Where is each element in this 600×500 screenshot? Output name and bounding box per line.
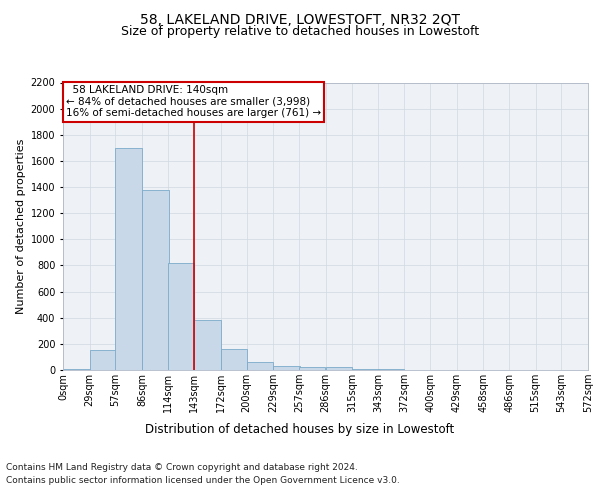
- Y-axis label: Number of detached properties: Number of detached properties: [16, 138, 26, 314]
- Bar: [247, 362, 273, 370]
- Bar: [167, 263, 194, 370]
- Bar: [115, 148, 142, 370]
- Text: Contains HM Land Registry data © Crown copyright and database right 2024.: Contains HM Land Registry data © Crown c…: [6, 462, 358, 471]
- Text: Distribution of detached houses by size in Lowestoft: Distribution of detached houses by size …: [145, 422, 455, 436]
- Bar: [221, 349, 247, 370]
- Bar: [142, 190, 169, 370]
- Text: 58, LAKELAND DRIVE, LOWESTOFT, NR32 2QT: 58, LAKELAND DRIVE, LOWESTOFT, NR32 2QT: [140, 12, 460, 26]
- Bar: [63, 368, 89, 370]
- Text: Contains public sector information licensed under the Open Government Licence v3: Contains public sector information licen…: [6, 476, 400, 485]
- Bar: [194, 320, 221, 370]
- Bar: [89, 350, 116, 370]
- Text: 58 LAKELAND DRIVE: 140sqm
← 84% of detached houses are smaller (3,998)
16% of se: 58 LAKELAND DRIVE: 140sqm ← 84% of detac…: [66, 86, 321, 118]
- Text: Size of property relative to detached houses in Lowestoft: Size of property relative to detached ho…: [121, 25, 479, 38]
- Bar: [273, 366, 300, 370]
- Bar: [325, 368, 352, 370]
- Bar: [299, 368, 325, 370]
